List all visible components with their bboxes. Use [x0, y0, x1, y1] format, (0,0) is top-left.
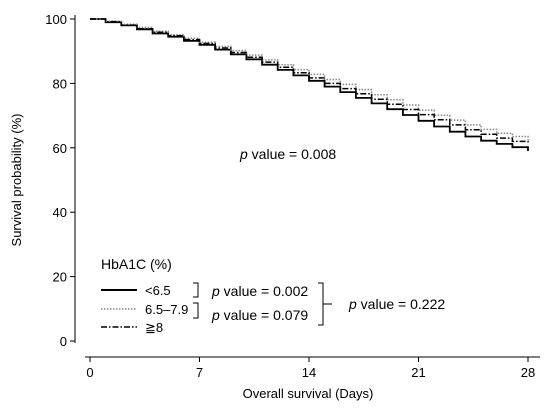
pair3-text: value = 0.222 [357, 296, 446, 312]
y-tick-label: 20 [53, 270, 67, 285]
overall-p-text: value = 0.008 [248, 146, 337, 162]
x-tick-label: 7 [196, 365, 203, 380]
series-line-0 [90, 18, 529, 151]
y-tick-label: 40 [53, 205, 67, 220]
overall-p-italic: p [239, 146, 248, 162]
y-axis-title: Survival probability (%) [9, 114, 24, 247]
legend-title: HbA1C (%) [101, 256, 172, 272]
y-tick-label: 0 [60, 334, 67, 349]
y-tick-label: 60 [53, 141, 67, 156]
p-value-pair1: p value = 0.002 [211, 283, 308, 299]
y-tick-label: 100 [45, 12, 67, 27]
bracket-2 [193, 302, 199, 319]
p-value-pair2: p value = 0.079 [211, 307, 308, 323]
pair2-italic: p [211, 307, 220, 323]
p-value-pair3: p value = 0.222 [348, 296, 445, 312]
bracket-3 [318, 282, 324, 326]
p-value-brackets [193, 282, 332, 326]
series-layer [90, 18, 529, 151]
legend-label-65-79: 6.5–7.9 [145, 302, 188, 317]
x-axis-title: Overall survival (Days) [243, 386, 374, 401]
bracket-1 [193, 282, 199, 298]
pair1-text: value = 0.002 [220, 283, 309, 299]
x-tick-label: 14 [302, 365, 316, 380]
legend-label-lt65: <6.5 [145, 283, 171, 298]
series-line-1 [90, 18, 529, 140]
legend-label-ge8: ≧8 [145, 320, 163, 335]
legend: HbA1C (%) <6.5 6.5–7.9 ≧8 [101, 256, 188, 335]
pair3-italic: p [348, 296, 357, 312]
pair1-italic: p [211, 283, 220, 299]
y-tick-label: 80 [53, 76, 67, 91]
overall-p-value: p value = 0.008 [239, 146, 336, 162]
axes-layer: 0 20 40 60 80 100 0 7 14 21 28 [45, 12, 540, 380]
series-line-2 [90, 18, 529, 145]
x-tick-label: 21 [411, 365, 425, 380]
x-tick-label: 0 [86, 365, 93, 380]
x-tick-label: 28 [521, 365, 535, 380]
pair2-text: value = 0.079 [220, 307, 309, 323]
